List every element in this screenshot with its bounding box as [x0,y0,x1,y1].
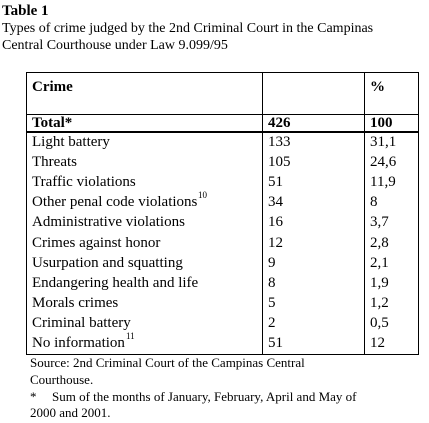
percent-cell: 31,1 [370,134,397,150]
count-cell: 12 [268,234,283,251]
crime-cell: Crimes against honor [32,234,161,251]
count-cell: 2 [268,314,276,331]
rule [418,72,419,355]
footnote-ref: 11 [126,331,135,341]
note: 2000 and 2001. [30,405,111,420]
percent-cell: 3,7 [370,214,389,231]
count-cell: 105 [268,154,291,171]
crime-cell: Criminal battery [32,314,131,331]
rule [26,72,27,355]
count-cell: 5 [268,294,276,311]
crime-cell: Other penal code violations [32,194,198,211]
count-cell: 16 [268,214,283,231]
crime-cell: Administrative violations [32,214,185,231]
rule [26,114,419,115]
count-cell: 51 [268,174,283,191]
total-cell: 100 [370,115,393,131]
percent-cell: 8 [370,194,378,211]
note: Source: 2nd Criminal Court of the Campin… [30,355,305,370]
rule [26,131,419,133]
rule [26,354,419,355]
count-cell: 9 [268,254,276,271]
percent-cell: 2,1 [370,254,389,271]
header-cell: Crime [32,79,73,95]
crime-cell: Traffic violations [32,174,136,191]
total-cell: 426 [268,115,291,131]
rule [26,72,419,73]
rule [262,72,263,355]
note: * [30,389,37,404]
note: Sum of the months of January, February, … [52,389,357,404]
crime-cell: Threats [32,154,77,171]
caption: Types of crime judged by the 2nd Crimina… [2,21,374,36]
caption: Central Courthouse under Law 9.099/95 [2,38,228,53]
count-cell: 133 [268,134,291,150]
percent-cell: 11,9 [370,174,396,191]
count-cell: 34 [268,194,283,211]
percent-cell: 1,2 [370,294,389,311]
header-cell: % [370,79,385,95]
percent-cell: 1,9 [370,274,389,291]
note: Courthouse. [30,372,94,387]
crime-cell: Usurpation and squatting [32,254,183,271]
footnote-ref: 10 [198,190,207,201]
percent-cell: 24,6 [370,154,397,171]
title: Table 1 [2,3,49,19]
crime-cell: Morals crimes [32,294,119,311]
count-cell: 51 [268,335,283,351]
rule [364,72,365,355]
crime-cell: Light battery [32,134,110,150]
total-cell: Total* [32,115,73,131]
percent-cell: 12 [370,335,385,351]
crime-cell: No information [32,335,125,351]
percent-cell: 0,5 [370,314,389,331]
crime-cell: Endangering health and life [32,274,199,291]
percent-cell: 2,8 [370,234,389,251]
count-cell: 8 [268,274,276,291]
